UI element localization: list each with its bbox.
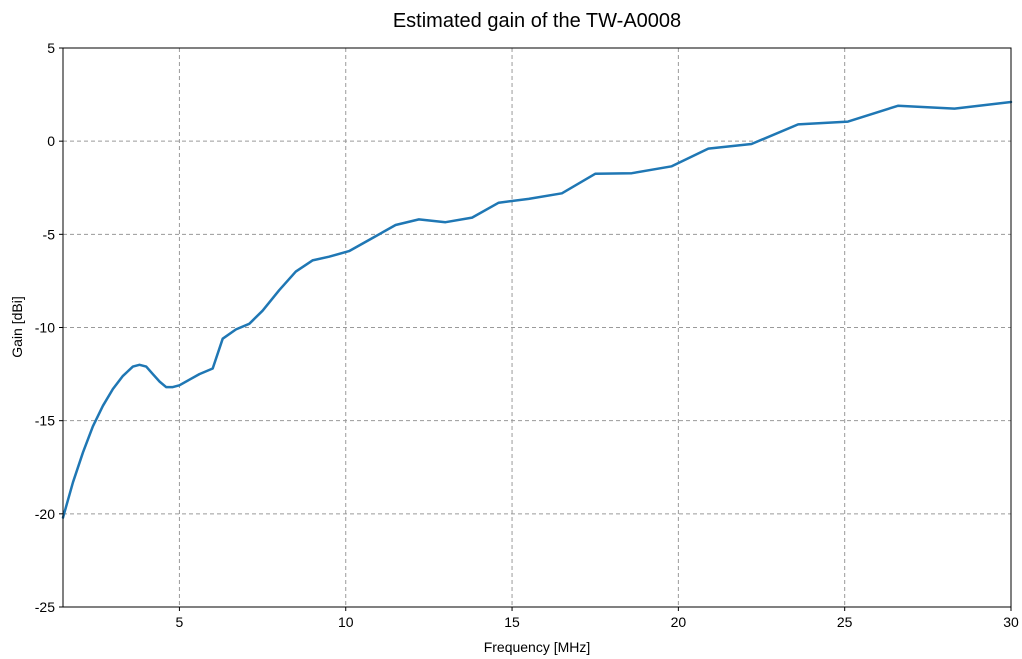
x-axis-label: Frequency [MHz] (484, 639, 591, 655)
y-axis-label: Gain [dBi] (9, 296, 25, 357)
plot-area-frame (62, 47, 1012, 608)
x-tick-label: 30 (1003, 614, 1019, 630)
series-layer (61, 100, 1013, 519)
y-tick-label: 0 (47, 133, 55, 149)
y-tick-label: -25 (35, 599, 55, 615)
y-tick-label: -15 (35, 413, 55, 429)
y-tick-label: -20 (35, 506, 55, 522)
x-tick-label: 20 (671, 614, 687, 630)
x-tick-label: 10 (338, 614, 354, 630)
x-tick-label: 15 (504, 614, 520, 630)
x-tick-label: 25 (837, 614, 853, 630)
gain-series-line (61, 100, 1013, 519)
grid-lines (63, 48, 1011, 607)
chart-title: Estimated gain of the TW-A0008 (393, 10, 681, 32)
y-tick-label: 5 (47, 40, 55, 56)
axis-ticks: 5 10 15 20 25 30 5 0 -5 -10 -15 -20 -25 (35, 40, 1019, 630)
x-tick-label: 5 (176, 614, 184, 630)
y-tick-label: -10 (35, 320, 55, 336)
y-tick-label: -5 (43, 226, 56, 242)
